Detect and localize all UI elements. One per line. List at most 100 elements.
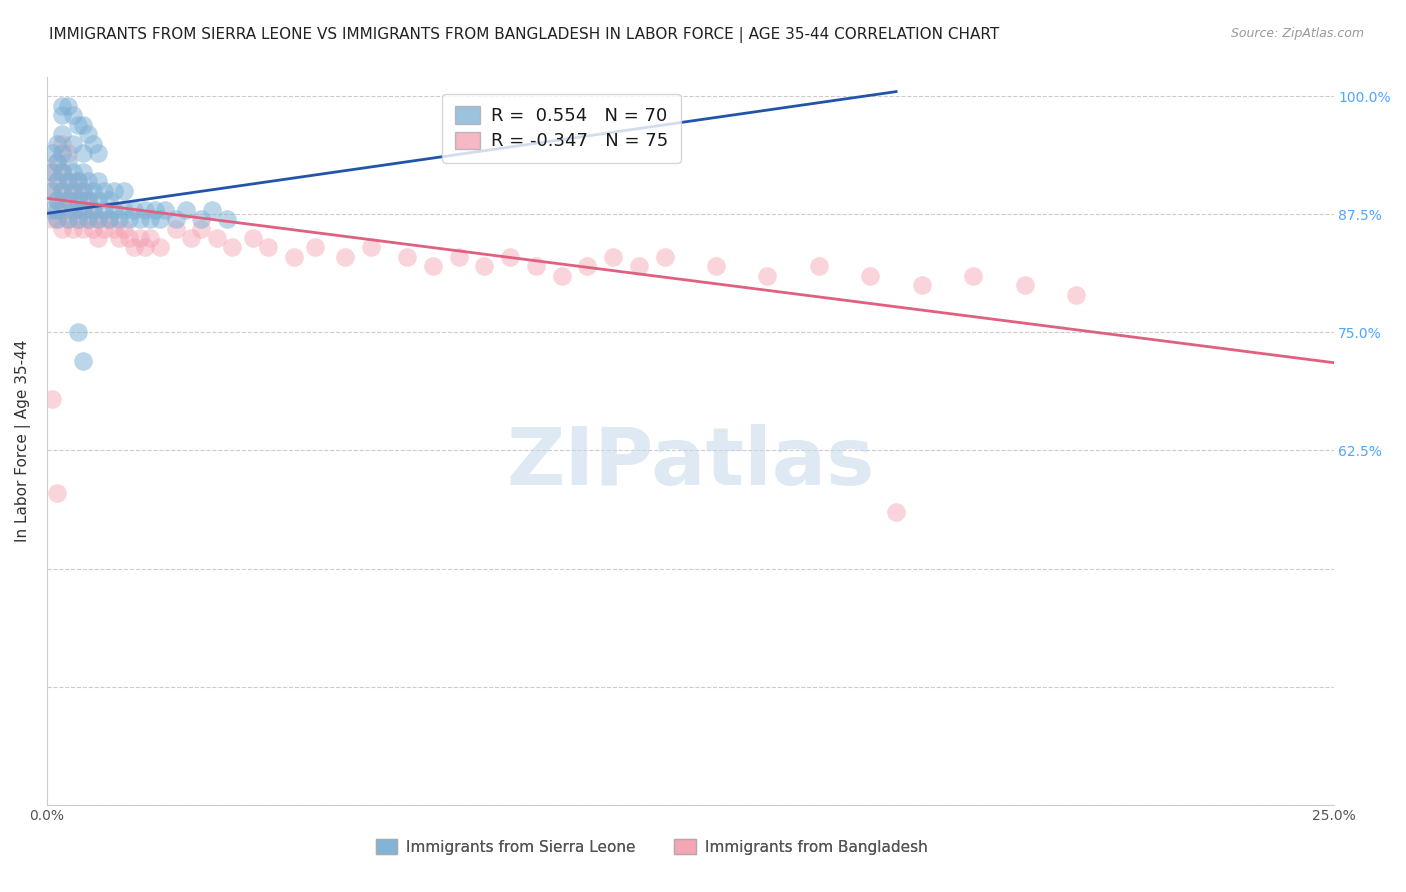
Point [97, 212, 120, 227]
Point [77, 212, 100, 227]
Point [174, 202, 197, 217]
Point [499, 250, 522, 264]
Point [139, 212, 162, 227]
Point [56, 193, 79, 207]
Point [72, 184, 94, 198]
Text: IMMIGRANTS FROM SIERRA LEONE VS IMMIGRANTS FROM BANGLADESH IN LABOR FORCE | AGE : IMMIGRANTS FROM SIERRA LEONE VS IMMIGRAN… [49, 27, 1000, 43]
Point [46, 174, 69, 188]
Text: Source: ZipAtlas.com: Source: ZipAtlas.com [1230, 27, 1364, 40]
Point [217, 212, 239, 227]
Point [962, 268, 984, 283]
Point [56, 212, 79, 227]
Point [82, 221, 104, 235]
Point [46, 136, 69, 151]
Point [77, 212, 100, 227]
Point [46, 174, 69, 188]
Point [41, 392, 63, 406]
Point [524, 260, 547, 274]
Point [221, 240, 243, 254]
Point [87, 174, 110, 188]
Point [118, 212, 141, 227]
Text: ZIPatlas: ZIPatlas [506, 424, 875, 502]
Point [72, 118, 94, 132]
Point [143, 202, 166, 217]
Point [51, 136, 73, 151]
Point [1064, 287, 1087, 301]
Point [41, 184, 63, 198]
Point [602, 250, 624, 264]
Point [62, 184, 84, 198]
Point [93, 184, 115, 198]
Point [190, 212, 212, 227]
Point [51, 184, 73, 198]
Point [108, 212, 131, 227]
Point [72, 353, 94, 368]
Point [72, 202, 94, 217]
Point [66, 326, 89, 340]
Point [807, 260, 830, 274]
Point [56, 212, 79, 227]
Point [134, 202, 156, 217]
Point [103, 202, 125, 217]
Point [62, 165, 84, 179]
Point [41, 146, 63, 161]
Point [66, 174, 89, 188]
Point [66, 193, 89, 207]
Point [155, 202, 177, 217]
Point [77, 193, 100, 207]
Point [46, 155, 69, 169]
Point [77, 174, 100, 188]
Point [283, 250, 305, 264]
Point [62, 221, 84, 235]
Point [627, 260, 650, 274]
Point [93, 221, 115, 235]
Point [72, 221, 94, 235]
Point [77, 193, 100, 207]
Point [93, 202, 115, 217]
Point [124, 202, 146, 217]
Point [257, 240, 280, 254]
Point [149, 240, 172, 254]
Point [62, 184, 84, 198]
Point [87, 231, 110, 245]
Point [41, 165, 63, 179]
Point [97, 212, 120, 227]
Point [82, 184, 104, 198]
Point [87, 193, 110, 207]
Point [87, 212, 110, 227]
Point [108, 231, 131, 245]
Point [335, 250, 357, 264]
Point [859, 268, 882, 283]
Y-axis label: In Labor Force | Age 35-44: In Labor Force | Age 35-44 [15, 340, 31, 542]
Point [704, 260, 727, 274]
Point [112, 202, 135, 217]
Point [911, 278, 934, 293]
Point [360, 240, 382, 254]
Point [447, 250, 470, 264]
Point [756, 268, 779, 283]
Point [149, 212, 172, 227]
Point [82, 202, 104, 217]
Point [205, 231, 228, 245]
Point [62, 136, 84, 151]
Point [128, 231, 150, 245]
Point [72, 202, 94, 217]
Legend: Immigrants from Sierra Leone, Immigrants from Bangladesh: Immigrants from Sierra Leone, Immigrants… [368, 831, 935, 863]
Point [56, 146, 79, 161]
Point [66, 174, 89, 188]
Point [46, 486, 69, 500]
Point [97, 193, 120, 207]
Point [165, 221, 187, 235]
Point [46, 202, 69, 217]
Point [46, 212, 69, 227]
Point [51, 165, 73, 179]
Point [51, 202, 73, 217]
Point [190, 221, 212, 235]
Point [77, 127, 100, 141]
Point [112, 221, 135, 235]
Point [56, 193, 79, 207]
Point [82, 202, 104, 217]
Point [124, 240, 146, 254]
Point [62, 202, 84, 217]
Point [118, 231, 141, 245]
